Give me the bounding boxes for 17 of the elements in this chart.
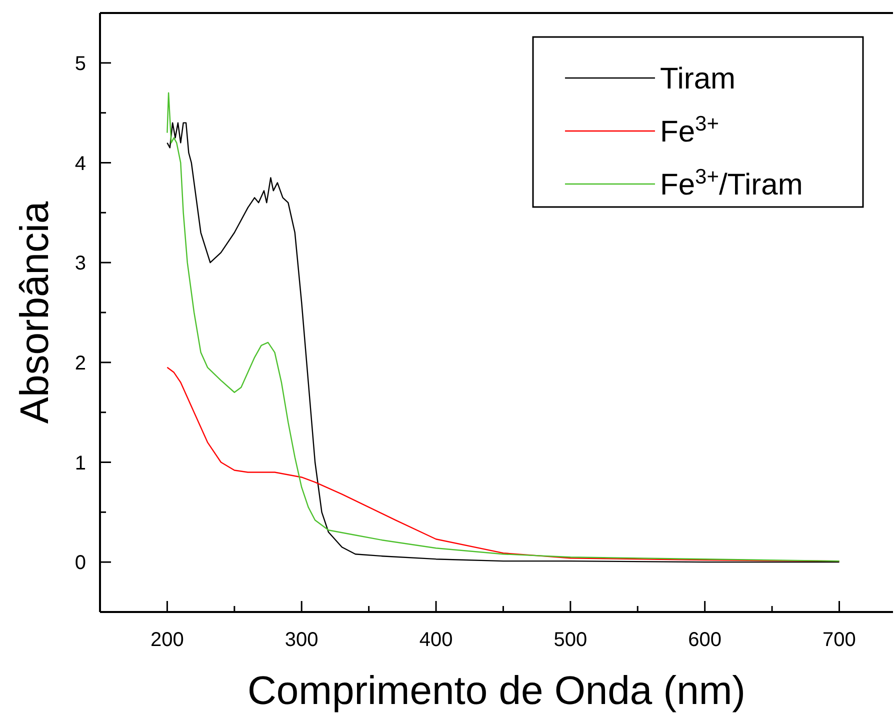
x-axis-title: Comprimento de Onda (nm): [248, 669, 746, 713]
y-tick-label: 4: [74, 152, 86, 175]
x-tick-label: 600: [688, 629, 722, 651]
x-tick-label: 200: [150, 629, 184, 651]
y-tick-label: 5: [74, 52, 86, 75]
x-tick-label: 300: [284, 629, 318, 651]
legend-label: Tiram: [660, 62, 736, 96]
x-tick-label: 500: [554, 629, 588, 651]
x-tick-label: 700: [822, 629, 856, 651]
legend-label: Fe$^{3+}$: [660, 112, 719, 148]
x-tick-label: 400: [419, 629, 453, 651]
legend-label: Fe$^{3+}$/Tiram: [660, 165, 803, 202]
y-tick-label: 3: [74, 252, 86, 275]
y-tick-label: 0: [74, 552, 86, 574]
y-axis-title: Absorbância: [13, 200, 57, 424]
y-tick-label: 2: [74, 352, 86, 374]
y-tick-label: 1: [74, 452, 86, 474]
